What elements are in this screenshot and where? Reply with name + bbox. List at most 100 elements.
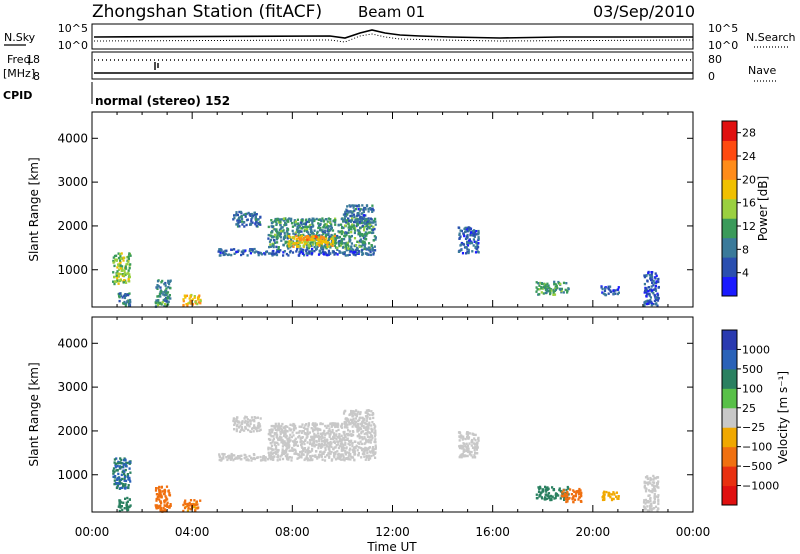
scatter-cell [345, 432, 349, 436]
scatter-cell [307, 446, 310, 449]
scatter-cell [126, 272, 129, 275]
scatter-cell [340, 449, 343, 452]
scatter-cell [127, 478, 130, 481]
scatter-cell [334, 453, 337, 456]
scatter-cell [574, 494, 577, 498]
scatter-cell [240, 426, 243, 429]
scatter-cell [332, 454, 336, 458]
scatter-cell [113, 282, 116, 286]
scatter-cell [278, 426, 281, 429]
scatter-cell [283, 231, 286, 235]
scatter-cell [245, 416, 248, 419]
scatter-cell [286, 446, 289, 449]
scatter-cell [546, 282, 549, 285]
scatter-cell [113, 479, 116, 482]
scatter-cell [349, 458, 352, 461]
scatter-cell [159, 500, 162, 503]
scatter-cell [355, 414, 358, 418]
scatter-cell [351, 217, 354, 220]
scatter-cell [301, 436, 304, 439]
scatter-cell [325, 443, 328, 447]
scatter-cell [310, 230, 313, 234]
scatter-cell [647, 481, 650, 484]
scatter-cell [347, 226, 350, 229]
scatter-cell [363, 455, 366, 458]
scatter-cell [323, 439, 326, 442]
scatter-cell [549, 292, 552, 296]
scatter-cell [295, 250, 298, 253]
scatter-cell [241, 220, 244, 223]
scatter-cell [113, 264, 116, 268]
scatter-cell [320, 242, 324, 245]
scatter-cell [163, 489, 166, 492]
scatter-cell [652, 292, 655, 295]
scatter-cell [273, 427, 276, 430]
scatter-cell [361, 452, 364, 456]
scatter-cell [122, 484, 125, 488]
scatter-cell [157, 303, 160, 307]
scatter-cell [649, 490, 652, 493]
scatter-cell [279, 220, 282, 223]
scatter-cell [643, 484, 646, 487]
scatter-cell [327, 249, 330, 253]
scatter-cell [232, 458, 235, 462]
scatter-cell [249, 222, 253, 226]
scatter-cell [354, 218, 357, 222]
scatter-cell [293, 219, 296, 222]
scatter-cell [123, 479, 126, 482]
scatter-cell [539, 491, 542, 494]
scatter-cell [299, 436, 302, 439]
scatter-cell [284, 236, 287, 239]
scatter-cell [362, 420, 365, 423]
scatter-cell [329, 444, 332, 447]
scatter-cell [578, 496, 581, 499]
colorbar-segment [722, 368, 737, 389]
scatter-cell [344, 452, 347, 455]
scatter-cell [296, 218, 299, 221]
scatter-cell [231, 454, 234, 457]
scatter-cell [642, 505, 646, 508]
scatter-cell [304, 239, 307, 242]
scatter-cell [315, 455, 318, 459]
scatter-cell [367, 222, 370, 225]
scatter-cell [469, 241, 473, 244]
scatter-cell [653, 497, 656, 501]
scatter-cell [465, 446, 468, 449]
scatter-cell [367, 246, 370, 249]
scatter-cell [657, 486, 660, 489]
scatter-cell [126, 508, 129, 512]
scatter-cell [460, 435, 463, 438]
scatter-cell [253, 251, 256, 254]
scatter-cell [282, 219, 285, 222]
scatter-cell [290, 428, 293, 431]
scatter-cell [651, 484, 654, 487]
scatter-cell [285, 444, 288, 448]
scatter-cell [558, 487, 561, 490]
scatter-cell [327, 232, 330, 235]
scatter-cell [616, 292, 619, 296]
scatter-cell [121, 296, 124, 299]
scatter-cell [346, 243, 349, 246]
scatter-cell [300, 227, 303, 230]
scatter-cell [256, 416, 259, 419]
scatter-cell [345, 247, 348, 250]
scatter-cell [367, 217, 370, 220]
scatter-cell [646, 475, 649, 478]
scatter-cell [118, 476, 121, 480]
scatter-cell [368, 423, 371, 427]
scatter-cell [371, 437, 374, 440]
scatter-cell [275, 451, 278, 455]
scatter-cell [347, 217, 350, 220]
scatter-cell [467, 239, 471, 242]
scatter-cell [299, 440, 302, 444]
scatter-cell [281, 230, 284, 233]
scatter-cell [313, 236, 316, 240]
scatter-cell [322, 431, 325, 435]
scatter-cell [281, 438, 284, 442]
y-tick-label: 3000 [57, 175, 88, 189]
scatter-cell [357, 208, 360, 211]
scatter-cell [322, 250, 325, 254]
scatter-cell [241, 251, 244, 254]
scatter-cell [320, 246, 323, 250]
scatter-cell [237, 223, 240, 226]
